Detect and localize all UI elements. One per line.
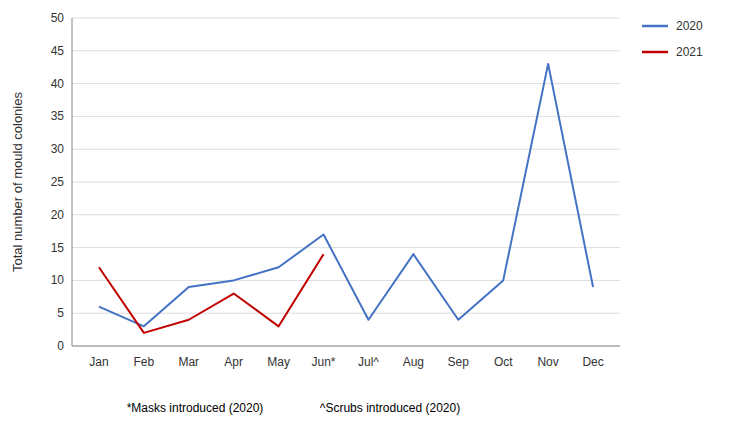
x-axis-line [72, 346, 620, 347]
x-tick-label: Nov [537, 355, 558, 369]
y-tick-label: 50 [51, 11, 65, 25]
grid [72, 18, 620, 346]
grid-line [72, 280, 620, 281]
series-line [99, 64, 593, 326]
chart-svg: 0 5 10 15 20 25 30 35 40 45 50 Jan Feb Mar Apr May Jun* J… [0, 0, 750, 434]
legend-swatch [642, 51, 668, 54]
y-tick-label: 40 [51, 77, 65, 91]
y-tick-label: 0 [57, 339, 64, 353]
grid-line [72, 83, 620, 84]
y-tick-label: 25 [51, 175, 65, 189]
x-tick-label: Aug [403, 355, 424, 369]
x-tick-label: Jan [89, 355, 108, 369]
grid-line [72, 346, 620, 347]
grid-line [72, 313, 620, 314]
y-tick-label: 20 [51, 208, 65, 222]
y-tick-label: 15 [51, 241, 65, 255]
grid-line [72, 50, 620, 51]
axes: 0 5 10 15 20 25 30 35 40 45 50 Jan Feb Mar Apr May Jun* J… [51, 11, 620, 369]
y-tick-label: 45 [51, 44, 65, 58]
x-tick-label: Jul^ [358, 355, 379, 369]
legend-label: 2020 [676, 19, 703, 33]
grid-line [72, 182, 620, 183]
x-tick-label: May [267, 355, 290, 369]
y-tick-label: 35 [51, 109, 65, 123]
plot-marks [99, 64, 593, 333]
x-tick-label: Dec [582, 355, 603, 369]
grid-line [72, 149, 620, 150]
x-tick-label: Apr [224, 355, 243, 369]
y-tick-label: 5 [57, 306, 64, 320]
y-axis-label: Total number of mould colonies [10, 92, 25, 272]
legend-label: 2021 [676, 45, 703, 59]
chart-container: 0 5 10 15 20 25 30 35 40 45 50 Jan Feb Mar Apr May Jun* J… [0, 0, 750, 434]
legend: 2020 2021 [642, 19, 703, 59]
y-tick-label: 30 [51, 142, 65, 156]
x-tick-label: Sep [448, 355, 470, 369]
x-tick-label: Oct [494, 355, 513, 369]
grid-line [72, 247, 620, 248]
x-tick-label: Jun* [312, 355, 336, 369]
annotation: *Masks introduced (2020) [127, 401, 264, 415]
legend-swatch [642, 25, 668, 28]
y-tick-label: 10 [51, 273, 65, 287]
grid-line [72, 18, 620, 19]
x-tick-label: Mar [178, 355, 199, 369]
x-tick-label: Feb [134, 355, 155, 369]
annotation: ^Scrubs introduced (2020) [320, 401, 460, 415]
series-line [99, 254, 324, 333]
y-axis-line [72, 18, 73, 346]
grid-line [72, 214, 620, 215]
